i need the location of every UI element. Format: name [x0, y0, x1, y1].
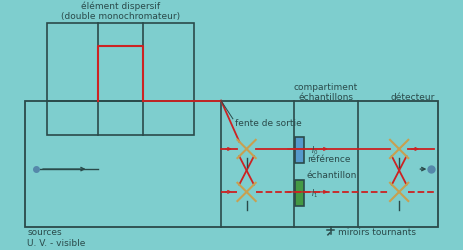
Bar — [25, 100, 438, 226]
Text: fente de sortie: fente de sortie — [235, 119, 301, 128]
Text: élément dispersif
(double monochromateur): élément dispersif (double monochromateur… — [61, 1, 180, 21]
Bar — [47, 23, 194, 135]
Text: compartiment
échantillons: compartiment échantillons — [294, 83, 358, 102]
Text: référence: référence — [307, 155, 350, 164]
Text: détecteur: détecteur — [391, 93, 435, 102]
Bar — [295, 180, 304, 206]
Text: sources
U. V. - visible: sources U. V. - visible — [27, 228, 86, 248]
Text: $I_0$: $I_0$ — [311, 144, 318, 157]
Bar — [295, 137, 304, 163]
Text: miroirs tournants: miroirs tournants — [338, 228, 416, 237]
Text: $I_1$: $I_1$ — [311, 188, 318, 200]
Text: échantillon: échantillon — [307, 171, 357, 180]
